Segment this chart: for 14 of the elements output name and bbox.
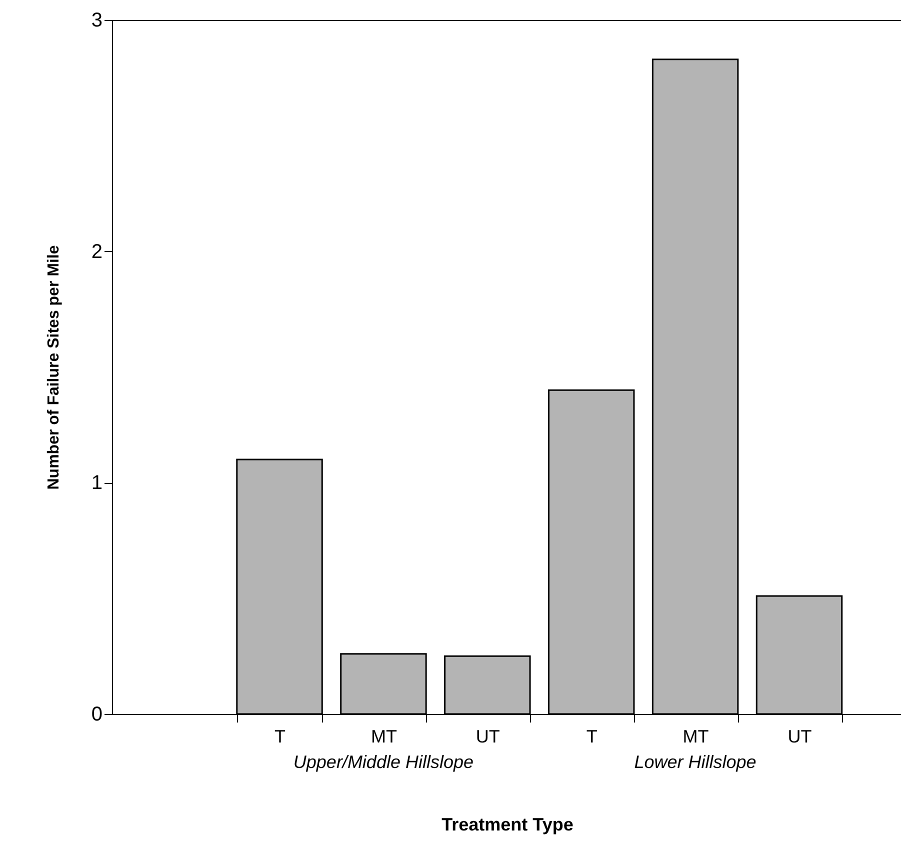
x-axis-title: Treatment Type: [442, 814, 574, 834]
y-tick-label: 1: [91, 472, 102, 494]
x-tick-label: UT: [788, 726, 812, 746]
x-tick-label: UT: [476, 726, 500, 746]
y-tick-label: 3: [91, 10, 102, 32]
x-tick-label: T: [274, 726, 286, 746]
text: Upper/Middle Hillslope: [293, 752, 474, 772]
y-tick-label: 0: [91, 704, 102, 726]
text: Lower Hillslope: [634, 752, 756, 772]
y-tick-label: 2: [91, 240, 102, 263]
x-tick-label: MT: [370, 726, 397, 746]
y-axis-title: Number of Failure Sites per Mile: [45, 245, 62, 490]
x-tick-label: T: [586, 726, 598, 746]
x-tick-label: MT: [682, 726, 709, 746]
